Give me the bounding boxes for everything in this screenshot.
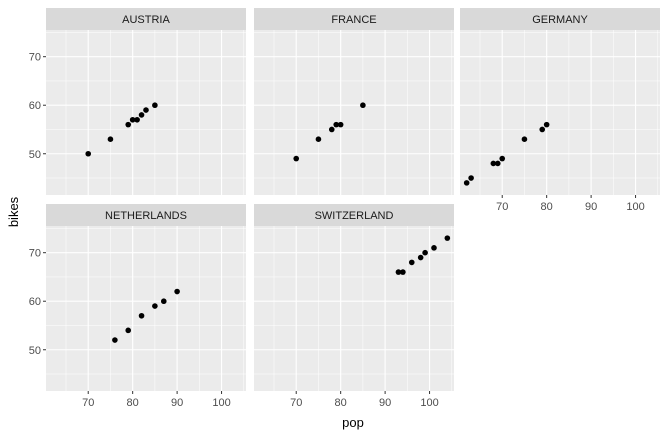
facet-strip	[254, 204, 454, 226]
panel-background	[46, 226, 246, 391]
data-point	[408, 259, 415, 266]
data-point	[112, 337, 118, 343]
panel-background	[254, 226, 454, 391]
data-point	[543, 121, 550, 128]
y-tick-label: 60	[29, 100, 41, 112]
facet-strip	[46, 204, 246, 226]
data-point	[499, 155, 506, 162]
data-point	[138, 312, 145, 319]
data-point	[152, 303, 158, 309]
x-tick-label: 90	[171, 397, 183, 409]
facet-france: FRANCE	[254, 8, 454, 195]
y-tick-label: 50	[29, 149, 41, 161]
data-point	[134, 116, 140, 123]
data-point	[85, 150, 92, 157]
x-tick-label: 80	[541, 201, 553, 213]
data-point	[107, 136, 114, 142]
axes: 50 60 70 70 80 90 100 50 60 70 70 80 90 100 70 80 90 100	[29, 52, 645, 409]
facet-strip-label: SWITZERLAND	[315, 210, 394, 222]
facet-panels: AUSTRIA FRANCE GERMANY NETHERLANDS SWITZERLA…	[46, 8, 660, 391]
data-point	[174, 288, 180, 295]
facet-germany: GERMANY	[460, 8, 660, 195]
facet-strip	[254, 8, 454, 30]
data-point	[463, 180, 470, 186]
data-point	[494, 160, 501, 167]
data-point	[315, 136, 322, 142]
data-point	[400, 269, 406, 275]
facet-netherlands: NETHERLANDS	[46, 204, 246, 391]
x-tick-label: 70	[496, 201, 508, 213]
data-point	[360, 102, 366, 109]
data-point	[129, 116, 136, 123]
data-point	[125, 121, 132, 128]
facet-strip-label: AUSTRIA	[122, 14, 170, 26]
facet-strip	[460, 8, 660, 30]
data-point	[444, 235, 451, 241]
y-tick-label: 70	[29, 52, 41, 64]
x-tick-label: 70	[82, 397, 94, 409]
x-tick-label: 80	[335, 397, 347, 409]
data-point	[539, 126, 546, 133]
panel-background	[460, 30, 660, 195]
facet-strip-label: FRANCE	[331, 14, 376, 26]
x-tick-label: 80	[127, 397, 139, 409]
y-axis-title: bikes	[6, 196, 21, 227]
x-tick-label: 100	[212, 397, 230, 409]
y-tick-label: 50	[29, 345, 41, 357]
facet-strip-label: GERMANY	[532, 14, 588, 26]
facet-switzerland: SWITZERLAND	[254, 204, 454, 391]
data-point	[417, 254, 424, 261]
x-tick-label: 100	[420, 397, 438, 409]
panel-background	[254, 30, 454, 195]
data-point	[138, 112, 145, 118]
data-point	[521, 136, 528, 142]
x-tick-label: 70	[290, 397, 302, 409]
x-tick-label: 90	[379, 397, 391, 409]
data-point	[337, 121, 344, 128]
facet-strip	[46, 8, 246, 30]
x-tick-label: 100	[626, 201, 644, 213]
data-point	[395, 269, 402, 275]
x-axis-title: pop	[342, 415, 364, 430]
data-point	[490, 160, 497, 167]
data-point	[293, 155, 300, 162]
data-point	[328, 126, 335, 133]
data-point	[333, 121, 340, 128]
facet-austria: AUSTRIA	[46, 8, 246, 195]
data-point	[143, 107, 149, 113]
data-point	[468, 175, 474, 181]
y-tick-label: 60	[29, 296, 41, 308]
data-point	[160, 298, 167, 305]
x-tick-label: 90	[585, 201, 597, 213]
y-tick-label: 70	[29, 248, 41, 260]
data-point	[125, 327, 132, 334]
data-point	[431, 245, 437, 251]
data-point	[152, 102, 158, 109]
data-point	[422, 249, 428, 256]
facet-strip-label: NETHERLANDS	[105, 210, 187, 222]
